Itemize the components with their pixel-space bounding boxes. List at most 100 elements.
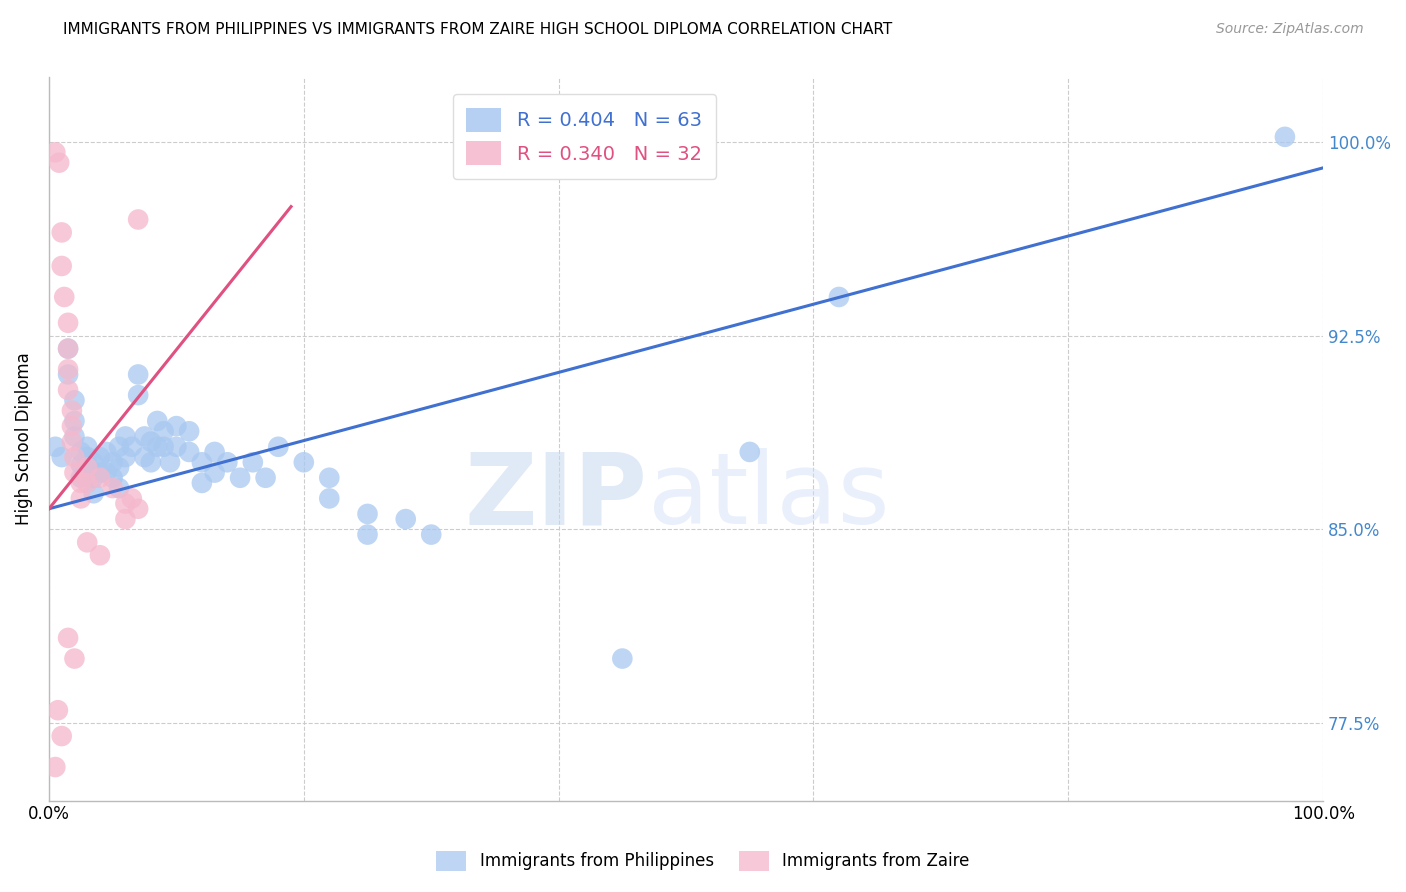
Point	[146, 440, 169, 454]
Point	[89, 466, 111, 480]
Text: IMMIGRANTS FROM PHILIPPINES VS IMMIGRANTS FROM ZAIRE HIGH SCHOOL DIPLOMA CORRELA: IMMIGRANTS FROM PHILIPPINES VS IMMIGRANT…	[63, 22, 893, 37]
Point	[127, 388, 149, 402]
Point	[267, 440, 290, 454]
Point	[69, 491, 91, 506]
Point	[44, 145, 66, 160]
Point	[56, 342, 79, 356]
Point	[56, 368, 79, 382]
Point	[46, 703, 69, 717]
Point	[134, 429, 156, 443]
Point	[121, 440, 143, 454]
Text: atlas: atlas	[648, 449, 890, 545]
Point	[108, 460, 131, 475]
Point	[242, 455, 264, 469]
Point	[101, 471, 124, 485]
Point	[738, 445, 761, 459]
Point	[63, 450, 86, 464]
Point	[114, 512, 136, 526]
Point	[318, 471, 340, 485]
Point	[318, 491, 340, 506]
Point	[69, 445, 91, 459]
Point	[127, 212, 149, 227]
Legend: R = 0.404   N = 63, R = 0.340   N = 32: R = 0.404 N = 63, R = 0.340 N = 32	[453, 95, 716, 178]
Point	[63, 393, 86, 408]
Point	[76, 535, 98, 549]
Text: ZIP: ZIP	[465, 449, 648, 545]
Point	[44, 760, 66, 774]
Point	[60, 419, 83, 434]
Text: Source: ZipAtlas.com: Source: ZipAtlas.com	[1216, 22, 1364, 37]
Point	[51, 259, 73, 273]
Point	[76, 440, 98, 454]
Point	[83, 455, 105, 469]
Point	[1274, 129, 1296, 144]
Point	[51, 226, 73, 240]
Point	[101, 481, 124, 495]
Point	[114, 497, 136, 511]
Point	[56, 631, 79, 645]
Point	[69, 475, 91, 490]
Point	[60, 403, 83, 417]
Point	[48, 155, 70, 169]
Legend: Immigrants from Philippines, Immigrants from Zaire: Immigrants from Philippines, Immigrants …	[427, 842, 979, 880]
Y-axis label: High School Diploma: High School Diploma	[15, 352, 32, 525]
Point	[89, 548, 111, 562]
Point	[69, 471, 91, 485]
Point	[165, 419, 187, 434]
Point	[356, 527, 378, 541]
Point	[63, 651, 86, 665]
Point	[76, 466, 98, 480]
Point	[96, 466, 118, 480]
Point	[134, 450, 156, 464]
Point	[51, 450, 73, 464]
Point	[83, 471, 105, 485]
Point	[83, 486, 105, 500]
Point	[191, 455, 214, 469]
Point	[56, 342, 79, 356]
Point	[56, 362, 79, 376]
Point	[44, 440, 66, 454]
Point	[146, 414, 169, 428]
Point	[217, 455, 239, 469]
Point	[121, 491, 143, 506]
Point	[69, 458, 91, 472]
Point	[420, 527, 443, 541]
Point	[229, 471, 252, 485]
Point	[53, 290, 76, 304]
Point	[152, 424, 174, 438]
Point	[204, 466, 226, 480]
Point	[612, 651, 634, 665]
Point	[89, 450, 111, 464]
Point	[191, 475, 214, 490]
Point	[63, 414, 86, 428]
Point	[395, 512, 418, 526]
Point	[51, 729, 73, 743]
Point	[96, 445, 118, 459]
Point	[76, 475, 98, 490]
Point	[204, 445, 226, 459]
Point	[152, 440, 174, 454]
Point	[139, 434, 162, 449]
Point	[76, 460, 98, 475]
Point	[76, 450, 98, 464]
Point	[159, 455, 181, 469]
Point	[179, 424, 201, 438]
Point	[63, 466, 86, 480]
Point	[254, 471, 277, 485]
Point	[108, 440, 131, 454]
Point	[101, 455, 124, 469]
Point	[292, 455, 315, 469]
Point	[165, 440, 187, 454]
Point	[356, 507, 378, 521]
Point	[127, 368, 149, 382]
Point	[108, 481, 131, 495]
Point	[114, 429, 136, 443]
Point	[114, 450, 136, 464]
Point	[179, 445, 201, 459]
Point	[828, 290, 851, 304]
Point	[63, 429, 86, 443]
Point	[139, 455, 162, 469]
Point	[89, 471, 111, 485]
Point	[56, 383, 79, 397]
Point	[60, 434, 83, 449]
